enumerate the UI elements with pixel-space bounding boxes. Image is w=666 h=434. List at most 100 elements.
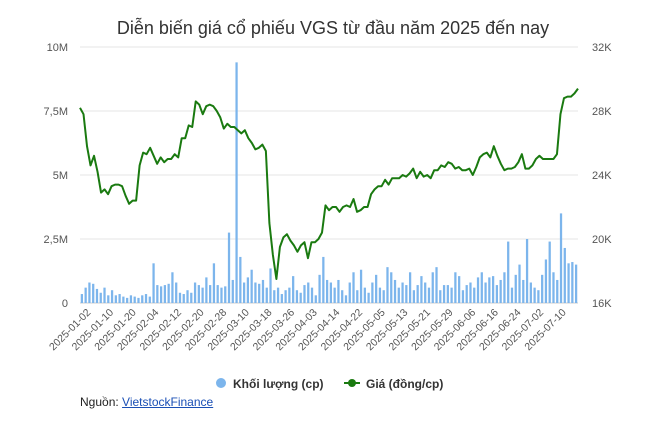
volume-bar[interactable]: [518, 264, 521, 303]
volume-bar[interactable]: [325, 279, 329, 303]
volume-bar[interactable]: [416, 285, 419, 303]
volume-bar[interactable]: [110, 290, 114, 303]
volume-bar[interactable]: [284, 290, 287, 303]
volume-bar[interactable]: [461, 290, 465, 303]
volume-bar[interactable]: [367, 292, 370, 303]
volume-bar[interactable]: [292, 276, 295, 303]
volume-bar[interactable]: [537, 290, 540, 303]
volume-bar[interactable]: [224, 286, 227, 303]
volume-bar[interactable]: [288, 287, 291, 303]
volume-bar[interactable]: [186, 290, 189, 303]
volume-bar[interactable]: [159, 286, 163, 303]
volume-bar[interactable]: [133, 296, 136, 303]
volume-bar[interactable]: [412, 290, 416, 303]
volume-bar[interactable]: [231, 279, 234, 303]
volume-bar[interactable]: [363, 287, 366, 303]
volume-bar[interactable]: [307, 282, 310, 303]
volume-bar[interactable]: [356, 290, 359, 303]
volume-bar[interactable]: [548, 241, 551, 303]
volume-bar[interactable]: [216, 285, 219, 303]
volume-bar[interactable]: [144, 294, 148, 303]
volume-bar[interactable]: [348, 282, 351, 303]
volume-bar[interactable]: [450, 287, 453, 303]
volume-bar[interactable]: [167, 283, 170, 303]
volume-bar[interactable]: [507, 241, 510, 303]
volume-bar[interactable]: [227, 232, 231, 303]
volume-bar[interactable]: [446, 285, 449, 303]
volume-bar[interactable]: [318, 274, 321, 303]
volume-bar[interactable]: [276, 287, 280, 303]
volume-bar[interactable]: [371, 282, 374, 303]
volume-bar[interactable]: [212, 263, 216, 303]
volume-bar[interactable]: [458, 276, 461, 303]
volume-bar[interactable]: [235, 62, 238, 303]
volume-bar[interactable]: [190, 292, 193, 303]
volume-bar[interactable]: [401, 282, 404, 303]
volume-bar[interactable]: [397, 287, 400, 303]
volume-bar[interactable]: [431, 272, 434, 303]
volume-bar[interactable]: [333, 287, 336, 303]
volume-bar[interactable]: [156, 285, 159, 303]
volume-bar[interactable]: [246, 277, 250, 303]
volume-bar[interactable]: [439, 290, 442, 303]
volume-bar[interactable]: [171, 272, 174, 303]
volume-bar[interactable]: [503, 272, 506, 303]
volume-bar[interactable]: [491, 276, 495, 303]
volume-bar[interactable]: [495, 285, 499, 303]
legend-item-volume[interactable]: Khối lượng (cp): [216, 377, 324, 391]
volume-bar[interactable]: [99, 292, 102, 303]
volume-bar[interactable]: [182, 294, 185, 303]
volume-bar[interactable]: [556, 279, 559, 303]
volume-bar[interactable]: [209, 285, 212, 303]
volume-bar[interactable]: [480, 272, 483, 303]
volume-bar[interactable]: [529, 282, 532, 303]
volume-bar[interactable]: [574, 264, 578, 303]
volume-bar[interactable]: [427, 287, 431, 303]
volume-bar[interactable]: [265, 287, 268, 303]
volume-bar[interactable]: [137, 297, 140, 303]
volume-bar[interactable]: [559, 213, 563, 303]
volume-bar[interactable]: [337, 279, 340, 303]
volume-bar[interactable]: [378, 287, 382, 303]
volume-bar[interactable]: [514, 274, 517, 303]
volume-bar[interactable]: [567, 263, 570, 303]
volume-bar[interactable]: [454, 272, 457, 303]
volume-bar[interactable]: [92, 283, 95, 303]
volume-bar[interactable]: [544, 259, 548, 303]
volume-bar[interactable]: [220, 287, 223, 303]
volume-bar[interactable]: [80, 294, 84, 303]
volume-bar[interactable]: [533, 287, 536, 303]
volume-bar[interactable]: [359, 269, 363, 303]
volume-bar[interactable]: [114, 295, 117, 303]
volume-bar[interactable]: [442, 285, 446, 303]
volume-bar[interactable]: [352, 272, 355, 303]
volume-bar[interactable]: [390, 272, 393, 303]
volume-bar[interactable]: [469, 282, 472, 303]
volume-bar[interactable]: [178, 292, 182, 303]
volume-bar[interactable]: [484, 282, 487, 303]
volume-bar[interactable]: [314, 295, 317, 303]
volume-bar[interactable]: [122, 296, 125, 303]
volume-bar[interactable]: [103, 287, 106, 303]
volume-bar[interactable]: [197, 285, 200, 303]
volume-bar[interactable]: [88, 282, 91, 303]
volume-bar[interactable]: [344, 295, 348, 303]
volume-bar[interactable]: [563, 247, 566, 303]
volume-bar[interactable]: [408, 272, 412, 303]
volume-bar[interactable]: [465, 285, 468, 303]
volume-bar[interactable]: [541, 274, 544, 303]
volume-bar[interactable]: [522, 279, 525, 303]
volume-bar[interactable]: [239, 256, 242, 303]
volume-bar[interactable]: [329, 282, 333, 303]
volume-bar[interactable]: [126, 297, 129, 303]
volume-bar[interactable]: [175, 282, 178, 303]
volume-bar[interactable]: [488, 277, 491, 303]
price-series-line[interactable]: [79, 88, 579, 280]
volume-bar[interactable]: [280, 294, 283, 303]
volume-bar[interactable]: [435, 267, 438, 303]
volume-bar[interactable]: [322, 256, 325, 303]
volume-bar[interactable]: [163, 285, 167, 303]
volume-bar[interactable]: [193, 282, 197, 303]
volume-bar[interactable]: [258, 283, 261, 303]
volume-bar[interactable]: [571, 262, 574, 303]
